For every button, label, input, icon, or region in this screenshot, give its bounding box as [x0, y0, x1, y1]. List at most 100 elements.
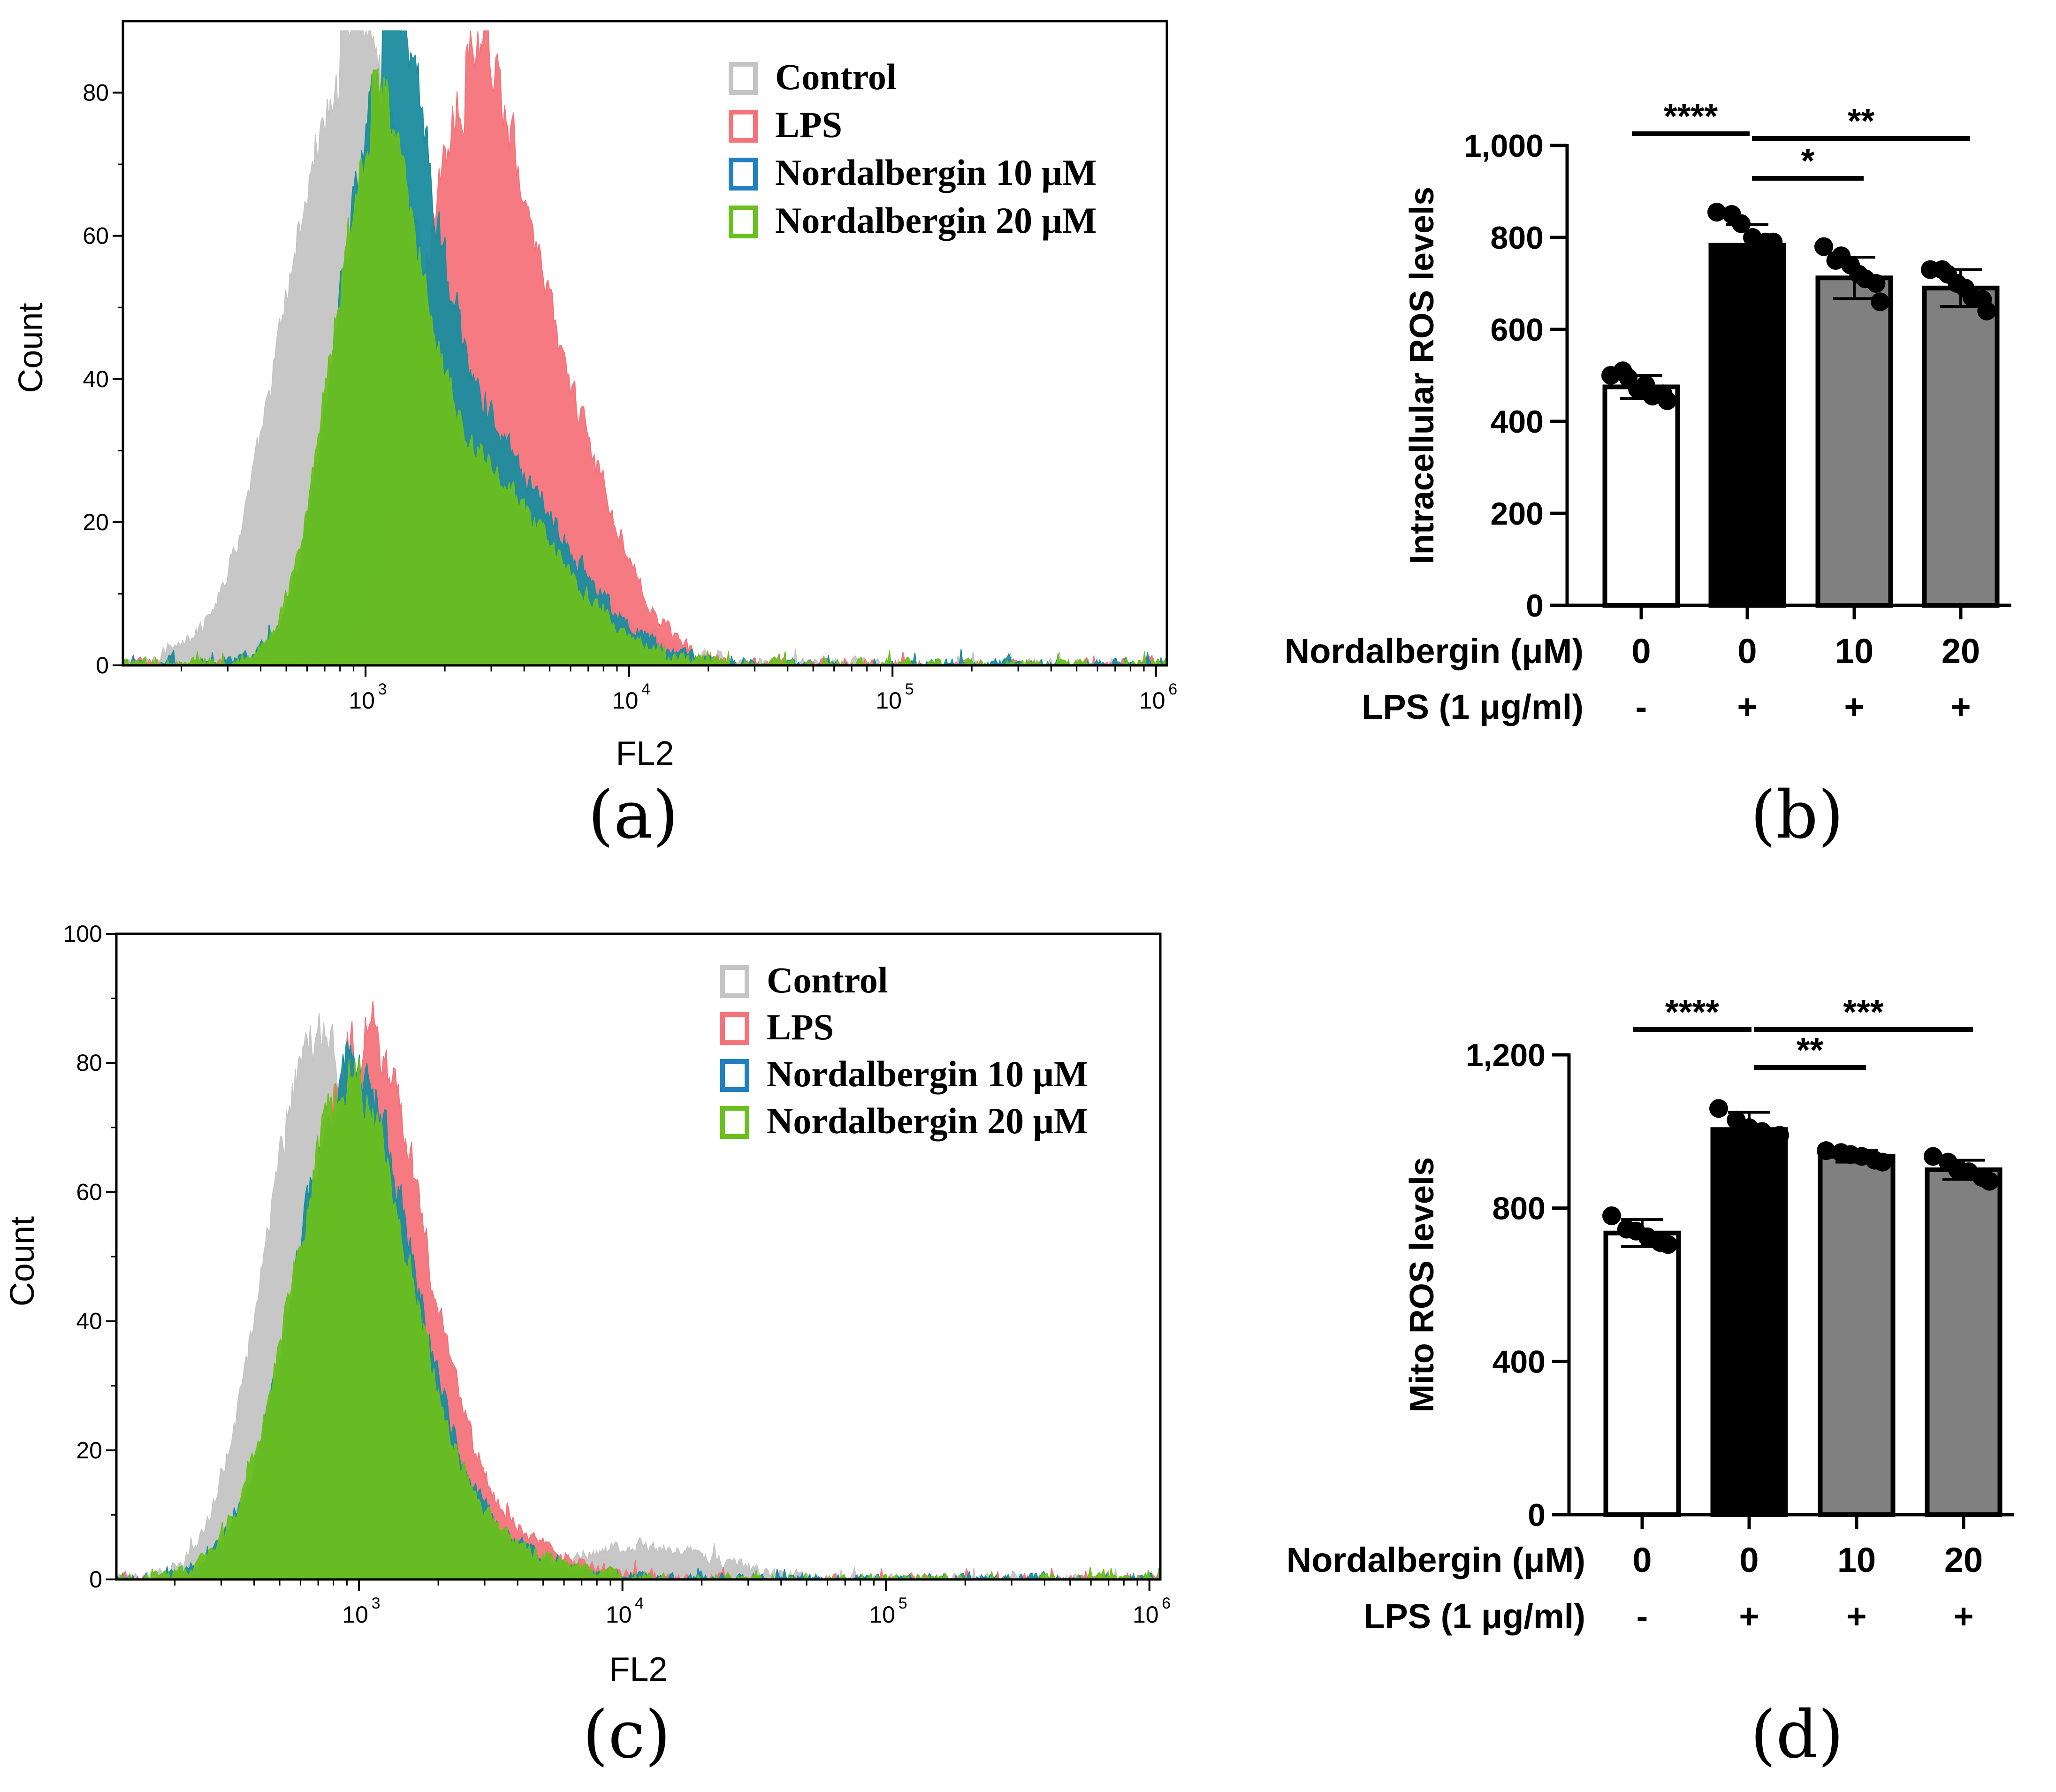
- legend-label-3: Nordalbergin 10 μM: [767, 1053, 1089, 1094]
- y-tick-label: 40: [83, 366, 109, 392]
- data-point: [1817, 1141, 1835, 1160]
- condition-value: +: [1739, 1597, 1759, 1636]
- condition-value: +: [1844, 687, 1864, 726]
- y-tick-label: 800: [1493, 1191, 1546, 1227]
- condition-value: 20: [1942, 632, 1980, 671]
- y-axis-title: Mito ROS levels: [1403, 1157, 1441, 1412]
- condition-value: -: [1637, 1597, 1648, 1636]
- x-tick-label: 10: [1139, 687, 1165, 714]
- data-point: [1602, 1206, 1621, 1225]
- condition-value: 0: [1631, 632, 1651, 671]
- condition-value: +: [1737, 687, 1757, 726]
- data-point: [1866, 274, 1886, 293]
- panel-label: (b): [1751, 777, 1844, 854]
- significance-label: *: [1801, 141, 1815, 180]
- data-point: [1658, 391, 1677, 410]
- data-point: [1980, 1172, 1999, 1191]
- significance-label: ****: [1664, 97, 1718, 136]
- panel-label: (a): [588, 777, 678, 854]
- y-tick-label: 80: [83, 80, 109, 106]
- x-tick-exponent: 5: [905, 680, 914, 698]
- y-tick-label: 600: [1491, 312, 1544, 348]
- y-tick-label: 0: [96, 652, 109, 679]
- bar-1: [1602, 384, 1680, 608]
- x-tick-label: 10: [349, 687, 375, 714]
- data-point: [1770, 1126, 1789, 1145]
- condition-value: -: [1636, 687, 1647, 726]
- data-point: [1709, 1099, 1728, 1118]
- significance-label: ****: [1665, 992, 1719, 1031]
- x-tick-exponent: 6: [1162, 1594, 1171, 1612]
- legend-label-4: Nordalbergin 20 μM: [767, 1100, 1089, 1141]
- x-axis-title: FL2: [616, 735, 674, 772]
- legend-label-1: Control: [775, 56, 897, 97]
- legend: Control LPS Nordalbergin 10 μM Nordalbergin…: [729, 56, 1097, 241]
- legend-label-2: LPS: [775, 104, 842, 145]
- condition-value: 20: [1944, 1540, 1983, 1579]
- x-tick-label: 10: [876, 687, 902, 714]
- condition-value: 0: [1739, 1540, 1759, 1579]
- data-point: [1752, 1122, 1772, 1141]
- y-tick-label: 20: [83, 509, 109, 535]
- data-point: [1871, 292, 1890, 312]
- x-axis-title: FL2: [609, 1651, 667, 1688]
- data-point: [1707, 203, 1726, 222]
- data-point: [1814, 237, 1833, 256]
- legend-swatch-3: [720, 1059, 749, 1092]
- plot-frame: [122, 20, 1168, 667]
- x-tick-label: 10: [869, 1601, 895, 1628]
- legend-label-2: LPS: [767, 1007, 834, 1047]
- y-tick-label: 100: [63, 921, 102, 947]
- x-tick-exponent: 3: [378, 680, 387, 698]
- significance-label: ***: [1843, 992, 1884, 1031]
- data-point: [1924, 1147, 1942, 1166]
- significance-label: **: [1797, 1030, 1824, 1069]
- y-axis-title: Count: [4, 1216, 41, 1306]
- panel-label: (d): [1751, 1697, 1844, 1773]
- data-point: [1764, 232, 1783, 252]
- bar-3: [1815, 275, 1893, 608]
- panel-label: (c): [583, 1697, 671, 1773]
- legend-swatch-4: [729, 206, 758, 238]
- x-tick-exponent: 6: [1168, 680, 1177, 698]
- condition-row-label: LPS (1 μg/ml): [1363, 1597, 1585, 1636]
- legend-swatch-2: [720, 1012, 749, 1045]
- y-tick-label: 0: [89, 1566, 102, 1593]
- y-tick-label: 800: [1491, 220, 1544, 256]
- condition-value: +: [1950, 687, 1971, 726]
- legend-swatch-2: [729, 110, 758, 143]
- data-point: [1659, 1235, 1678, 1254]
- y-tick-label: 0: [1526, 588, 1544, 624]
- condition-value: 0: [1737, 632, 1757, 671]
- x-tick-label: 10: [612, 687, 639, 714]
- y-tick-label: 200: [1491, 496, 1544, 532]
- legend-label-3: Nordalbergin 10 μM: [775, 152, 1097, 193]
- y-tick-label: 80: [76, 1050, 102, 1076]
- x-tick-label: 10: [1133, 1601, 1159, 1628]
- bar-2: [1708, 243, 1786, 608]
- legend: Control LPS Nordalbergin 10 μM Nordalbergin…: [720, 960, 1089, 1141]
- x-tick-label: 10: [342, 1601, 368, 1628]
- legend-swatch-3: [729, 158, 758, 191]
- y-tick-label: 400: [1493, 1344, 1546, 1380]
- condition-row-label: LPS (1 μg/ml): [1362, 687, 1584, 726]
- significance-label: **: [1848, 101, 1875, 140]
- condition-row-label: Nordalbergin (μM): [1287, 1540, 1585, 1579]
- x-tick-exponent: 5: [899, 1594, 907, 1612]
- condition-row-label: Nordalbergin (μM): [1285, 632, 1584, 671]
- data-point: [1977, 301, 1996, 320]
- bar-4: [1925, 1167, 2003, 1517]
- legend-label-4: Nordalbergin 20 μM: [775, 200, 1097, 241]
- condition-value: 0: [1632, 1540, 1652, 1579]
- y-tick-label: 1,000: [1464, 128, 1544, 164]
- data-point: [1732, 214, 1751, 233]
- bar-2: [1710, 1127, 1788, 1517]
- y-tick-label: 60: [83, 223, 109, 249]
- legend-swatch-1: [720, 965, 749, 998]
- legend-swatch-4: [720, 1106, 749, 1139]
- x-tick-exponent: 4: [635, 1594, 644, 1612]
